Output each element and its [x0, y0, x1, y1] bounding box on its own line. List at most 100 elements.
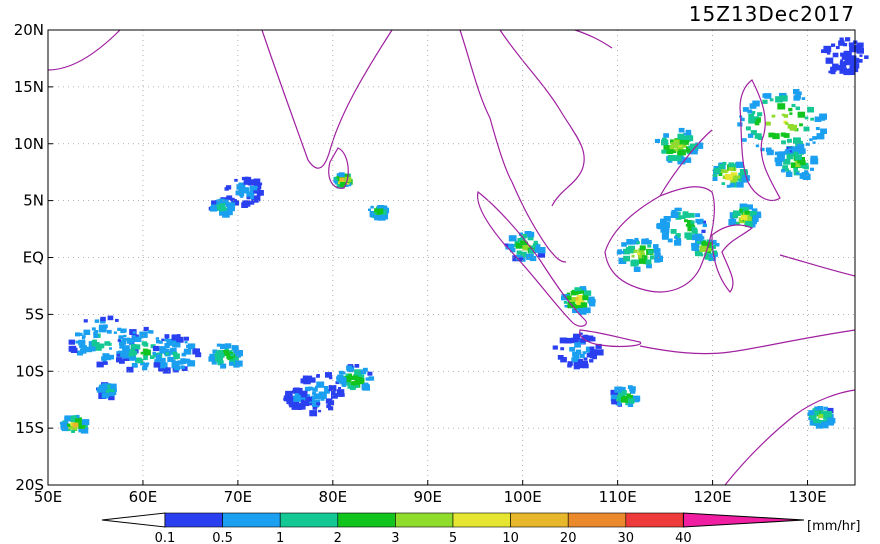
rain-pixel	[231, 199, 237, 204]
rain-pixel	[623, 255, 631, 262]
rain-pixel	[164, 338, 168, 342]
rain-pixel	[110, 383, 117, 389]
rain-pixel	[285, 390, 293, 397]
rain-pixel	[808, 417, 813, 421]
rain-pixel	[578, 288, 582, 291]
rain-pixel	[377, 209, 384, 214]
rain-pixel	[636, 241, 640, 244]
colorbar-swatch	[337, 512, 396, 528]
rain-pixel	[621, 242, 626, 247]
rain-pixel	[828, 70, 832, 74]
rain-pixel	[832, 63, 839, 69]
rain-pixel	[590, 299, 596, 304]
rain-pixel	[589, 346, 595, 351]
rain-pixel	[864, 55, 869, 59]
rain-pixel	[617, 402, 622, 406]
rain-pixel	[812, 136, 817, 140]
rain-pixel	[577, 304, 584, 310]
rain-pixel	[211, 360, 217, 365]
lat-label: 10S	[15, 362, 44, 380]
rain-cell	[737, 89, 827, 156]
rain-pixel	[78, 339, 86, 346]
rain-pixel	[296, 403, 304, 409]
rain-pixel	[537, 247, 546, 254]
rain-cell	[774, 146, 819, 180]
rain-pixel	[108, 392, 115, 397]
rain-pixel	[740, 214, 748, 221]
rain-pixel	[616, 394, 623, 400]
rain-pixel	[687, 220, 693, 225]
rain-pixel	[740, 117, 745, 122]
rain-pixel	[669, 145, 675, 150]
graticule	[48, 30, 855, 485]
rain-pixel	[91, 342, 100, 349]
rain-pixel	[94, 319, 99, 323]
rain-pixel	[856, 47, 864, 54]
rain-pixel	[283, 397, 287, 401]
rain-pixel	[695, 218, 701, 224]
rain-pixel	[181, 352, 187, 357]
rain-pixel	[583, 334, 589, 339]
rain-pixel	[340, 393, 345, 397]
rain-pixel	[101, 392, 109, 399]
rain-pixel	[760, 147, 765, 152]
rain-pixel	[797, 111, 806, 118]
rain-pixel	[159, 363, 166, 369]
rain-pixel	[695, 213, 701, 218]
rain-pixel	[286, 398, 294, 404]
rain-pixel	[679, 139, 686, 145]
rain-pixel	[143, 353, 148, 358]
rain-pixel	[728, 219, 737, 226]
rain-pixel	[520, 253, 524, 256]
rain-pixel	[71, 430, 75, 433]
rain-pixel	[621, 386, 626, 391]
rain-pixel	[166, 348, 170, 352]
rain-pixel	[80, 427, 89, 434]
rain-pixel	[308, 386, 313, 391]
rain-pixel	[241, 176, 246, 181]
rain-pixel	[81, 335, 86, 339]
rain-pixel	[666, 148, 674, 155]
rain-pixel	[634, 237, 639, 242]
rain-pixel	[215, 355, 223, 362]
rain-pixel	[99, 384, 108, 391]
rain-pixel	[134, 336, 142, 342]
rain-pixel	[611, 394, 617, 400]
rain-pixel	[856, 44, 861, 48]
lat-label: 5N	[23, 192, 44, 210]
lon-label: 70E	[224, 488, 253, 506]
rain-pixel	[248, 192, 252, 196]
rain-cell	[656, 207, 707, 246]
rain-pixel	[159, 348, 167, 354]
lat-label: 20S	[15, 476, 44, 494]
rain-pixel	[674, 239, 682, 246]
colorbar: 0.1 0.5 1 2 3 5 10 20 30 40	[101, 512, 805, 544]
rain-pixel	[823, 406, 828, 411]
rain-pixel	[96, 361, 104, 368]
rain-pixel	[98, 386, 104, 390]
rain-pixel	[305, 394, 311, 398]
rain-pixel	[765, 121, 771, 126]
rain-pixel	[785, 122, 789, 125]
rain-pixel	[843, 69, 852, 76]
rain-pixel	[702, 220, 706, 224]
rain-pixel	[83, 329, 91, 335]
rain-pixel	[733, 164, 737, 167]
rain-pixel	[362, 384, 370, 391]
rain-pixel	[633, 239, 639, 245]
rain-pixel	[220, 343, 227, 350]
rain-pixel	[570, 290, 577, 296]
rain-pixel	[633, 260, 639, 265]
rain-pixel	[840, 59, 844, 62]
rain-pixel	[745, 126, 751, 131]
rain-pixel	[701, 241, 709, 248]
rain-pixel	[775, 161, 782, 166]
rain-pixel	[739, 169, 748, 175]
rain-pixel	[674, 148, 678, 152]
latitude-labels: 20N 15N 10N 5N EQ 5S 10S 15S 20S	[14, 21, 53, 494]
rain-pixel	[377, 205, 385, 211]
rain-pixel	[228, 350, 233, 354]
rain-pixel	[303, 401, 310, 407]
colorbar-swatch	[164, 512, 223, 528]
rain-pixel	[316, 402, 321, 406]
